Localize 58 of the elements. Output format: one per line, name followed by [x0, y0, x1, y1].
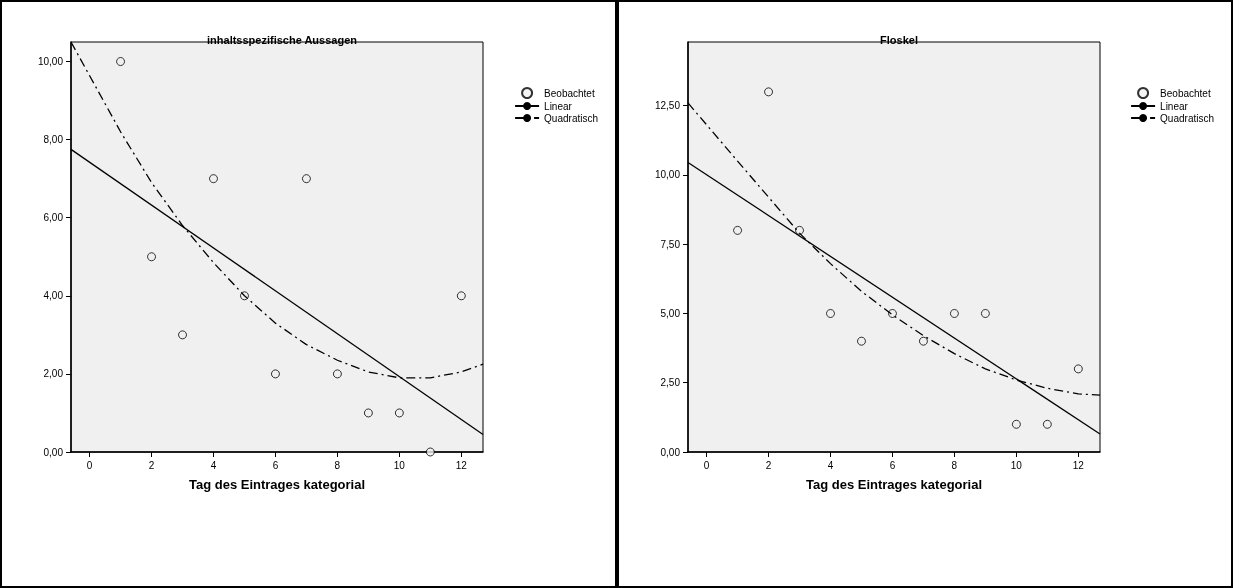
legend-label: Quadratisch — [1160, 112, 1215, 124]
point — [1042, 419, 1052, 429]
y-tick-label: 10,00 — [37, 56, 64, 68]
point — [949, 308, 959, 318]
x-axis-title: Tag des Eintrages kategorial — [188, 477, 366, 492]
point — [856, 336, 866, 346]
y-tick-label: 6,00 — [43, 212, 64, 224]
x-tick-label: 2 — [765, 459, 772, 471]
chart-title: Floskel — [880, 33, 918, 46]
x-tick-label: 12 — [455, 459, 468, 471]
y-tick-label: 12,50 — [654, 100, 681, 112]
y-tick-label: 0,00 — [660, 446, 681, 458]
point — [456, 291, 466, 301]
point — [394, 408, 404, 418]
x-tick-label: 12 — [1072, 459, 1085, 471]
y-tick-label: 2,50 — [660, 377, 681, 389]
y-tick-label: 8,00 — [43, 134, 64, 146]
x-tick-label: 8 — [334, 459, 341, 471]
point — [918, 336, 928, 346]
x-tick-label: 0 — [703, 459, 710, 471]
legend-label: Beobachtet — [1160, 87, 1211, 99]
point — [425, 447, 435, 457]
x-tick-label: 2 — [148, 459, 155, 471]
point — [363, 408, 373, 418]
legend-label: Beobachtet — [544, 87, 595, 99]
y-tick-label: 0,00 — [43, 446, 64, 458]
x-tick-label: 10 — [1010, 459, 1023, 471]
point — [1073, 364, 1083, 374]
y-tick-label: 2,00 — [43, 368, 64, 380]
point — [733, 225, 743, 235]
point — [147, 252, 157, 262]
y-tick-label: 7,50 — [660, 238, 681, 250]
point — [980, 308, 990, 318]
chart-title: inhaltsspezifische Aussagen — [207, 33, 358, 46]
y-tick-label: 4,00 — [43, 290, 64, 302]
x-axis-title: Tag des Eintrages kategorial — [805, 477, 983, 492]
point — [301, 174, 311, 184]
legend-label: Quadratisch — [544, 112, 599, 124]
point — [795, 225, 805, 235]
legend-label: Linear — [1160, 100, 1189, 112]
point — [826, 308, 835, 318]
y-tick-label: 10,00 — [654, 169, 681, 181]
x-tick-label: 6 — [272, 459, 279, 471]
point — [209, 174, 218, 184]
point — [116, 57, 126, 67]
legend-label: Linear — [544, 100, 573, 112]
x-tick-label: 6 — [889, 459, 896, 471]
point — [764, 87, 774, 97]
point — [178, 330, 188, 340]
point — [270, 369, 280, 379]
point — [332, 369, 342, 379]
x-tick-label: 10 — [393, 459, 406, 471]
point — [1011, 419, 1021, 429]
x-tick-label: 0 — [86, 459, 93, 471]
x-tick-label: 4 — [827, 459, 834, 471]
y-tick-label: 5,00 — [660, 307, 681, 319]
x-tick-label: 8 — [951, 459, 958, 471]
x-tick-label: 4 — [210, 459, 217, 471]
